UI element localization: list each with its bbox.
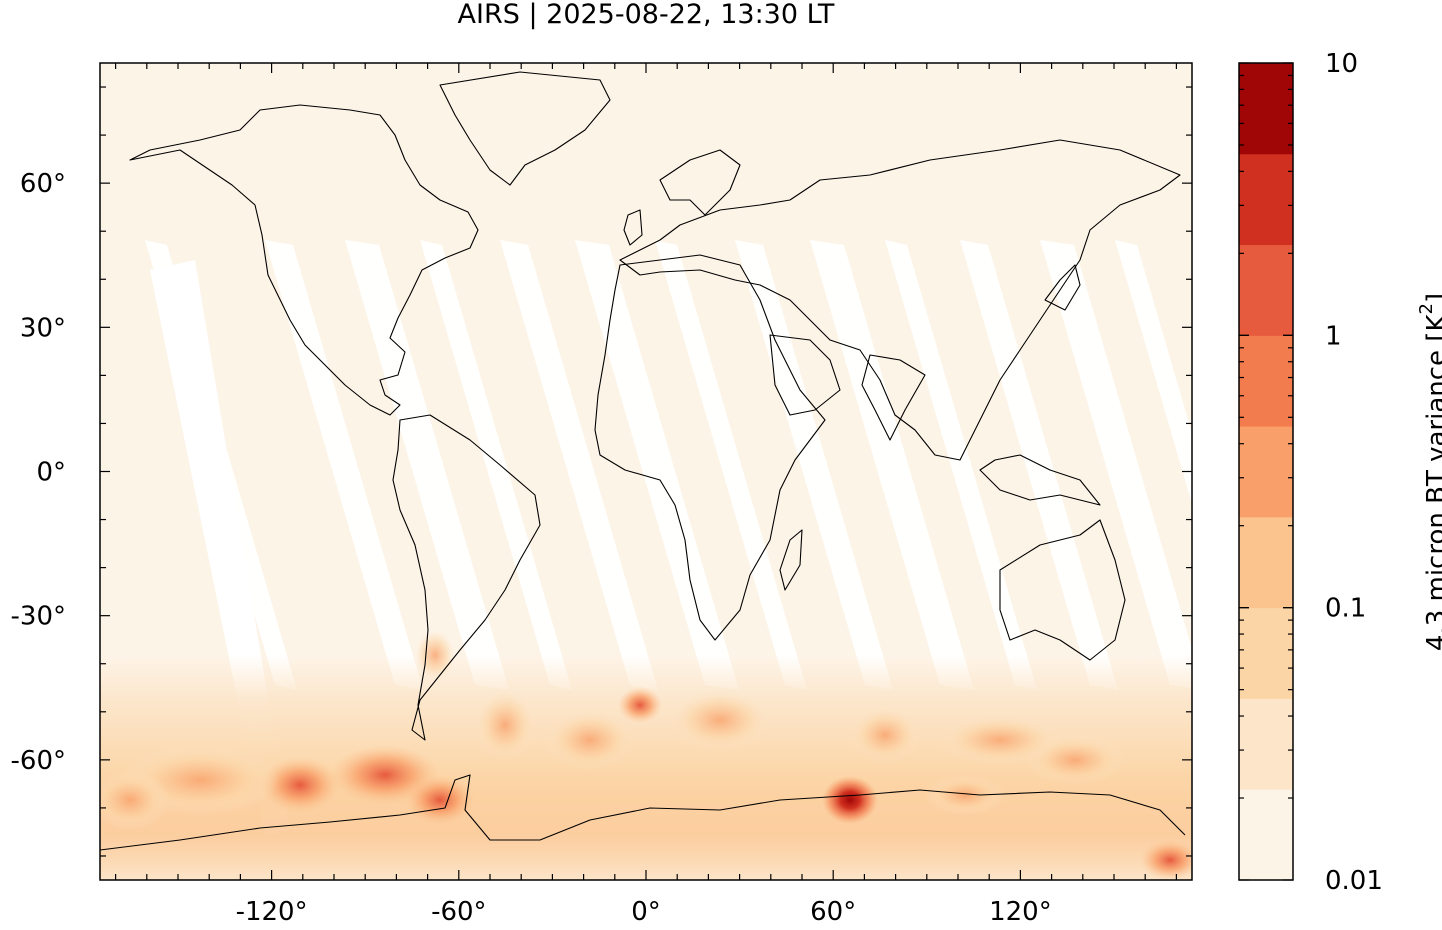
y-tick-label: 0° <box>36 458 66 488</box>
colorbar-ticks <box>1239 62 1293 881</box>
colorbar-bin <box>1239 698 1293 790</box>
swath-gap <box>655 240 807 690</box>
swath-gap <box>885 240 1037 690</box>
colorbar-tick-label: 1 <box>1325 321 1342 351</box>
coastline-india <box>861 354 926 441</box>
x-tick-label: -60° <box>431 897 486 927</box>
colorbar-bin <box>1239 607 1293 699</box>
variance-patch <box>618 687 662 723</box>
swath-gap <box>575 240 739 690</box>
map-title: AIRS | 2025-08-22, 13:30 LT <box>457 0 835 30</box>
swath-gap <box>500 240 658 690</box>
coastlines <box>100 71 1186 851</box>
colorbar-bin <box>1239 335 1293 427</box>
x-axis-labels: -120° -60° 0° 60° 120° <box>236 897 1052 927</box>
coastline-scandinavia <box>659 149 741 216</box>
coastline-maritime-asia <box>979 454 1101 506</box>
x-tick-label: 0° <box>631 897 661 927</box>
colorbar-tick-label: 0.1 <box>1325 594 1366 624</box>
swath-gap <box>1115 240 1192 504</box>
map-ticks <box>100 63 1192 880</box>
coastline-madagascar <box>779 529 803 591</box>
colorbar-frame <box>1238 62 1294 881</box>
variance-patch <box>940 715 1060 765</box>
variance-field <box>100 630 1192 880</box>
colorbar-tick-label: 0.01 <box>1325 866 1383 896</box>
coastline-japan <box>1044 264 1081 311</box>
coastline-europe <box>619 139 1181 461</box>
variance-patch <box>405 775 475 825</box>
y-tick-label: 30° <box>20 313 66 343</box>
colorbar-bin <box>1239 63 1293 155</box>
coastline-greenland <box>439 71 611 186</box>
variance-patch <box>260 757 340 813</box>
coastline-south-america <box>392 414 541 741</box>
colorbar-bin <box>1239 516 1293 609</box>
x-tick-label: 120° <box>989 897 1052 927</box>
variance-patch <box>415 630 455 680</box>
colorbar-tick-label: 10 <box>1325 49 1358 79</box>
coastline-uk <box>623 209 643 246</box>
variance-patch <box>925 775 1005 815</box>
variance-patch <box>475 690 535 760</box>
coastline-antarctica <box>100 774 1186 851</box>
swath-gap <box>1040 240 1192 689</box>
variance-hotspot <box>822 776 878 824</box>
colorbar-title: 4.3 micron BT variance [K2] <box>1416 293 1442 651</box>
variance-patch <box>545 710 635 770</box>
x-tick-label: 60° <box>810 897 856 927</box>
colorbar <box>1239 63 1293 881</box>
y-tick-label: -60° <box>11 746 66 776</box>
swath-gap <box>345 240 509 690</box>
y-axis-labels: 60° 30° 0° -30° -60° <box>11 169 66 776</box>
colorbar-bin <box>1239 789 1293 881</box>
variance-patch <box>100 770 170 830</box>
colorbar-tick-labels: 10 1 0.1 0.01 <box>1325 49 1383 896</box>
y-tick-label: 60° <box>20 169 66 199</box>
y-tick-label: -30° <box>11 602 66 632</box>
variance-patch <box>670 690 770 750</box>
colorbar-bin <box>1239 426 1293 518</box>
swath-gap <box>420 240 572 690</box>
coastline-arabia <box>769 334 841 416</box>
coastline-africa <box>594 254 826 641</box>
colorbar-bin <box>1239 244 1293 336</box>
variance-patch <box>850 707 920 763</box>
coastline-north-america <box>129 104 479 416</box>
colorbar-bin <box>1239 153 1293 246</box>
swath-gap <box>265 240 423 690</box>
swath-gap <box>810 240 974 690</box>
coastline-australia <box>999 519 1126 661</box>
variance-patch <box>1140 840 1192 880</box>
x-tick-label: -120° <box>236 897 308 927</box>
swath-gap <box>735 240 893 690</box>
map-panel <box>100 63 1192 880</box>
swath-gaps <box>145 240 1192 835</box>
